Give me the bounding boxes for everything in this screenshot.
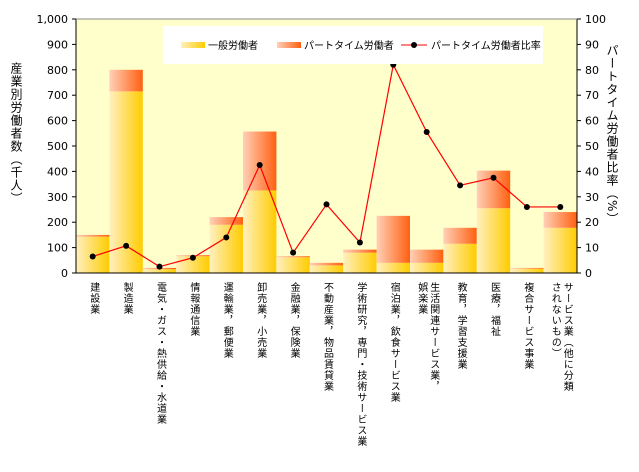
bar-general <box>142 269 177 273</box>
ratio-point <box>156 263 163 270</box>
x-tick-label: 運輸業，郵便業 <box>221 282 233 359</box>
y-tick-label: 800 <box>47 64 68 77</box>
bar-parttime <box>243 131 277 191</box>
x-tick-label: 卸売業，小売業 <box>254 282 266 359</box>
x-tick-label: 医療，福祉 <box>488 282 500 337</box>
legend-swatch-ratio-point <box>411 42 417 48</box>
y2-tick-label: 40 <box>585 165 599 178</box>
x-tick-label: 生活関連サービス業， 娯楽業 <box>415 282 439 392</box>
y-tick-label: 0 <box>61 267 68 280</box>
y2-tick-label: 80 <box>585 64 599 77</box>
y-tick-label: 700 <box>47 89 68 102</box>
bar-parttime <box>376 215 410 263</box>
ratio-point <box>457 182 464 189</box>
bar-parttime <box>543 212 577 228</box>
ratio-point <box>557 203 564 210</box>
y2-tick-label: 20 <box>585 216 599 229</box>
legend-label-ratio: パートタイム労働者比率 <box>431 39 541 52</box>
legend-label-general: 一般労働者 <box>208 39 258 52</box>
y-tick-label: 500 <box>47 140 68 153</box>
y-tick-label: 1,000 <box>37 13 69 26</box>
bar-parttime <box>276 256 310 258</box>
x-tick-label: 複合サービス事業 <box>521 282 533 370</box>
y2-tick-label: 60 <box>585 115 599 128</box>
x-tick-label: 電気・ガス・熱供給・水道業 <box>154 282 166 425</box>
y-tick-label: 100 <box>47 242 68 255</box>
y2-axis-title: パートタイム労働者比率（%） <box>605 44 619 226</box>
bar-general <box>209 224 243 273</box>
ratio-point <box>323 201 330 208</box>
ratio-point <box>490 174 497 181</box>
x-tick-label: 建設業 <box>87 282 99 315</box>
y-tick-label: 200 <box>47 216 68 229</box>
x-tick-label: 情報通信業 <box>187 282 199 337</box>
bar-general <box>109 91 143 273</box>
ratio-point <box>256 162 263 169</box>
x-tick-label: 製造業 <box>121 282 133 315</box>
y2-tick-label: 50 <box>585 140 599 153</box>
x-tick-label: 金融業，保険業 <box>288 282 300 359</box>
y-tick-label: 900 <box>47 38 68 51</box>
bar-parttime <box>410 249 444 263</box>
x-tick-label: 宿泊業，飲食サービス業 <box>388 282 400 403</box>
bar-general <box>476 208 511 273</box>
y-tick-label: 400 <box>47 165 68 178</box>
y-tick-label: 600 <box>47 115 68 128</box>
y2-tick-label: 0 <box>585 267 592 280</box>
x-tick-label: 不動産業，物品賃貸業 <box>321 282 333 392</box>
bar-general <box>510 268 544 273</box>
bar-general <box>309 265 344 273</box>
bar-parttime <box>309 262 344 266</box>
bar-parttime <box>76 234 110 237</box>
y2-tick-label: 30 <box>585 191 599 204</box>
y2-tick-label: 70 <box>585 89 599 102</box>
legend-swatch-parttime <box>277 42 301 48</box>
ratio-point <box>223 234 230 241</box>
y2-tick-label: 100 <box>585 13 606 26</box>
bar-parttime <box>443 227 477 244</box>
ratio-point <box>523 203 530 210</box>
bar-general <box>410 262 444 273</box>
legend-label-parttime: パートタイム労働者 <box>304 39 394 52</box>
y-tick-label: 300 <box>47 191 68 204</box>
bar-parttime <box>209 217 243 225</box>
ratio-point <box>356 239 363 246</box>
y-axis-title: 産業別労働者数（千人） <box>9 62 23 205</box>
legend <box>163 26 543 64</box>
ratio-point <box>423 129 430 136</box>
legend-swatch-general <box>181 42 205 48</box>
ratio-point <box>290 249 297 256</box>
y2-tick-label: 10 <box>585 242 599 255</box>
x-tick-label: 学術研究，専門・技術サービス業 <box>354 282 366 447</box>
ratio-point <box>189 254 196 261</box>
bar-general <box>276 257 310 273</box>
bar-general <box>376 262 410 273</box>
ratio-point <box>89 253 96 260</box>
bar-general <box>443 243 477 273</box>
bar-parttime <box>510 267 544 269</box>
y2-tick-label: 90 <box>585 38 599 51</box>
bar-general <box>243 190 277 273</box>
bar-general <box>343 252 377 273</box>
bar-general <box>543 227 577 273</box>
bar-parttime <box>109 69 143 92</box>
x-tick-label: 教育，学習支援業 <box>455 282 467 370</box>
ratio-point <box>123 242 130 249</box>
x-tick-label: サービス業（他に分類 されないもの） <box>549 282 573 392</box>
bar-parttime <box>343 249 377 253</box>
